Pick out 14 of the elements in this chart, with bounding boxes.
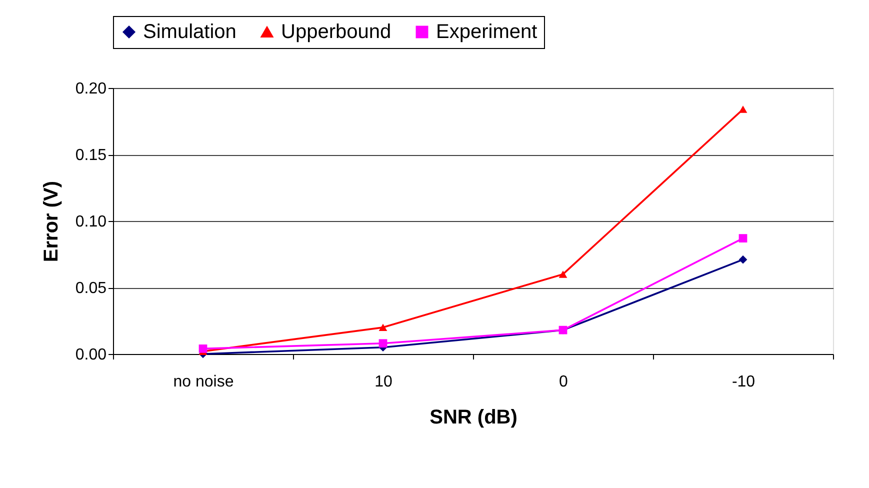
y-tick-label: 0.10: [75, 214, 107, 230]
legend-label: Upperbound: [281, 21, 392, 43]
y-tick-label: 0.20: [75, 80, 107, 98]
x-tick-label: 10: [374, 374, 392, 390]
legend-label: Experiment: [436, 21, 538, 43]
y-tick-label: 0.05: [75, 280, 107, 297]
x-tick-label: no noise: [173, 374, 234, 390]
x-axis-title: SNR (dB): [430, 406, 518, 428]
y-tick-label: 0.15: [75, 147, 107, 164]
y-axis-title: Error (V): [40, 180, 62, 262]
y-tick-label: 0.00: [75, 346, 107, 364]
x-tick-label: -10: [732, 374, 756, 390]
legend-label: Simulation: [143, 21, 236, 43]
x-tick-label: 0: [559, 374, 568, 390]
